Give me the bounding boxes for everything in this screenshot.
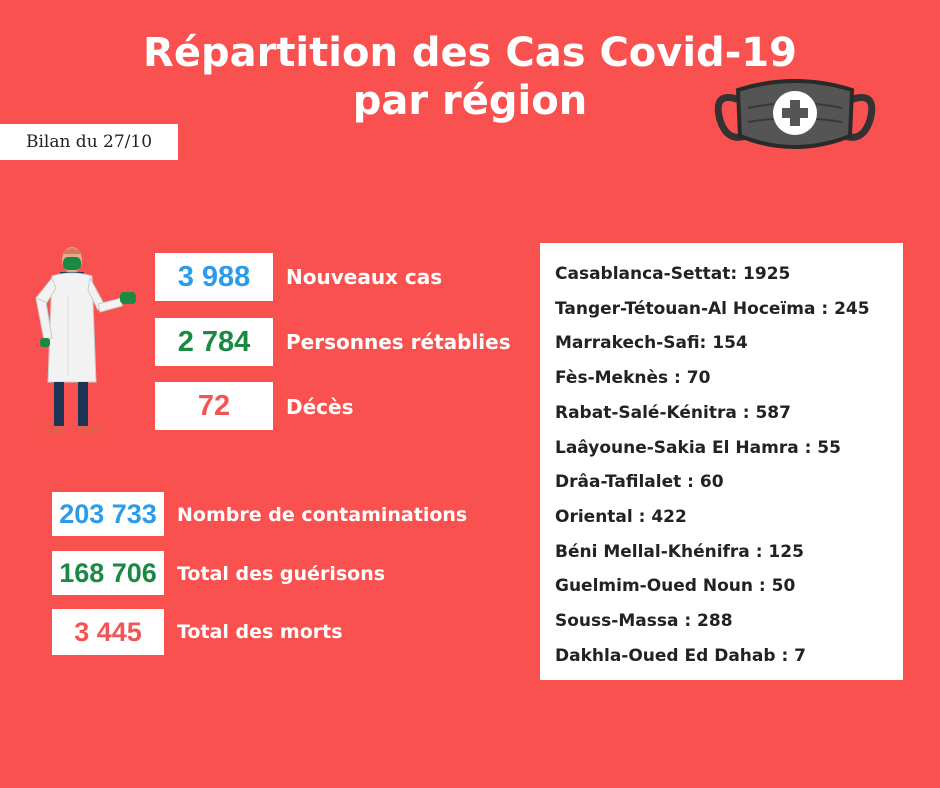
region-item: Marrakech-Safi: 154 [555,333,748,354]
recovered-value: 2 784 [155,318,273,366]
total-contaminations-value: 203 733 [52,492,164,536]
page-title-line2: par région [352,78,588,124]
region-item: Oriental : 422 [555,506,687,527]
deaths-label: Décès [286,395,354,419]
region-item: Fès-Meknès : 70 [555,368,711,389]
region-item: Laâyoune-Sakia El Hamra : 55 [555,437,841,458]
region-item: Dakhla-Oued Ed Dahab : 7 [555,645,807,666]
region-item: Guelmim-Oued Noun : 50 [555,576,796,597]
doctor-illustration [35,247,136,434]
region-item: Souss-Massa : 288 [555,611,733,632]
region-item: Drâa-Tafilalet : 60 [555,472,724,493]
total-recoveries-label: Total des guérisons [177,563,386,585]
regions-list: Casablanca-Settat: 1925 Tanger-Tétouan-A… [540,243,903,680]
total-contaminations-label: Nombre de contaminations [177,504,468,526]
region-item: Rabat-Salé-Kénitra : 587 [555,402,791,423]
region-item: Tanger-Tétouan-Al Hoceïma : 245 [555,298,870,319]
deaths-value: 72 [155,382,273,430]
page-title-line1: Répartition des Cas Covid-19 [143,30,797,76]
total-deaths-value: 3 445 [52,609,164,655]
region-item: Béni Mellal-Khénifra : 125 [555,541,804,562]
recovered-label: Personnes rétablies [286,330,511,354]
total-deaths-label: Total des morts [177,621,343,643]
total-recoveries-value: 168 706 [52,551,164,595]
date-badge: Bilan du 27/10 [0,124,178,160]
medical-mask-icon [714,79,876,149]
new-cases-label: Nouveaux cas [286,265,443,289]
new-cases-value: 3 988 [155,253,273,301]
region-item: Casablanca-Settat: 1925 [555,264,791,284]
